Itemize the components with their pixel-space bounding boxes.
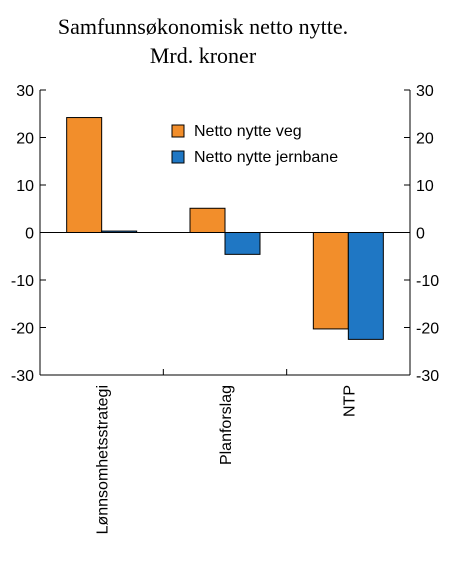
bar <box>347 232 384 340</box>
y-tick-label-left: -10 <box>11 273 34 290</box>
legend-swatch <box>171 150 185 164</box>
bars <box>66 117 384 340</box>
legend-label: Netto nytte veg <box>194 123 302 140</box>
chart-title: Samfunnsøkonomisk netto nytte. <box>58 14 348 39</box>
bar <box>224 232 261 255</box>
x-tick-label: Planforslag <box>218 385 235 465</box>
y-tick-label-right: 30 <box>416 83 434 100</box>
y-tick-label-left: 30 <box>16 83 34 100</box>
bar <box>66 117 103 233</box>
y-tick-label-left: -30 <box>11 368 34 385</box>
bar <box>312 232 349 330</box>
y-tick-label-left: 20 <box>16 131 34 148</box>
legend: Netto nytte veg Netto nytte jernbane <box>171 123 338 166</box>
y-tick-label-left: 0 <box>25 226 34 243</box>
legend-swatch <box>171 124 185 138</box>
axes: Lønnsomhetsstrategi Planforslag NTP 30 30 20 2… <box>11 83 439 534</box>
y-tick-label-left: -20 <box>11 321 34 338</box>
y-tick-label-right: 20 <box>416 131 434 148</box>
x-tick-label: NTP <box>341 385 358 417</box>
y-tick-label-right: -30 <box>416 368 439 385</box>
y-tick-label-left: 10 <box>16 178 34 195</box>
y-tick-label-right: 10 <box>416 178 434 195</box>
bar <box>189 207 226 233</box>
y-tick-label-right: -20 <box>416 321 439 338</box>
legend-label: Netto nytte jernbane <box>194 149 338 166</box>
x-tick-label: Lønnsomhetsstrategi <box>95 385 112 534</box>
chart-subtitle: Mrd. kroner <box>150 43 257 68</box>
y-tick-label-right: 0 <box>416 226 425 243</box>
y-tick-label-right: -10 <box>416 273 439 290</box>
